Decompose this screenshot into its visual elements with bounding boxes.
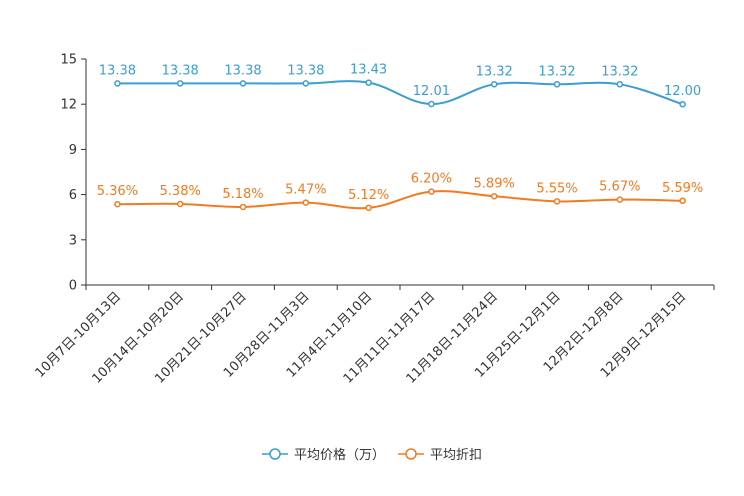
data-label: 5.47% (285, 183, 326, 198)
data-point[interactable] (302, 199, 310, 206)
y-tick-label: 15 (60, 53, 77, 68)
data-point[interactable] (428, 100, 435, 108)
series-layer: 13.38 13.38 13.38 13.38 13.43 12.01 13.32 13.32… (97, 63, 703, 212)
data-point[interactable] (616, 196, 624, 203)
y-tick-label: 12 (60, 98, 77, 113)
y-tick-label: 9 (69, 143, 77, 158)
data-label: 5.36% (97, 184, 138, 199)
data-label: 13.38 (162, 63, 199, 78)
y-tick-label: 6 (69, 188, 77, 203)
data-point[interactable] (490, 193, 498, 200)
legend-item-1[interactable]: 平均折扣 (398, 448, 482, 463)
series-1: 5.36% 5.38% 5.18% 5.47% 5.12% 6.20% 5.89% 5.55%… (97, 172, 703, 212)
data-point[interactable] (176, 200, 184, 208)
data-point[interactable] (679, 100, 686, 108)
data-label: 6.20% (411, 172, 452, 187)
legend-item-0[interactable]: 平均价格（万） (262, 447, 385, 463)
data-label: 13.32 (476, 64, 513, 79)
data-point[interactable] (302, 80, 310, 87)
data-point[interactable] (616, 81, 624, 88)
data-label: 5.38% (160, 184, 201, 199)
data-label: 5.59% (662, 181, 703, 196)
data-point[interactable] (553, 198, 561, 205)
series-line (117, 80, 683, 106)
legend-label: 平均价格（万） (294, 447, 385, 463)
series-line (117, 190, 683, 210)
data-point[interactable] (428, 188, 435, 195)
data-point[interactable] (239, 203, 247, 211)
data-point[interactable] (114, 200, 121, 208)
data-label: 13.38 (287, 63, 324, 78)
legend-marker-icon (269, 448, 281, 460)
data-point[interactable] (365, 79, 372, 86)
data-point[interactable] (679, 197, 686, 205)
data-label: 13.38 (99, 63, 136, 78)
data-label: 13.32 (601, 64, 638, 79)
y-tick-label: 3 (69, 233, 77, 248)
series-0: 13.38 13.38 13.38 13.38 13.43 12.01 13.32 13.32… (99, 63, 701, 108)
data-point[interactable] (114, 80, 121, 87)
data-label: 5.12% (348, 188, 389, 203)
legend-marker-icon (405, 448, 417, 460)
data-point[interactable] (239, 80, 247, 87)
data-label: 5.18% (222, 187, 263, 202)
data-label: 13.38 (224, 63, 261, 78)
data-point[interactable] (176, 80, 184, 87)
data-label: 13.32 (538, 64, 575, 79)
data-point[interactable] (553, 81, 561, 88)
data-label: 13.43 (350, 63, 387, 78)
legend[interactable]: 平均价格（万） 平均折扣 (262, 447, 482, 463)
data-point[interactable] (490, 81, 498, 88)
data-label: 12.00 (664, 84, 701, 99)
legend-label: 平均折扣 (430, 448, 482, 463)
y-tick-label: 0 (69, 279, 77, 294)
data-point[interactable] (365, 204, 372, 212)
data-label: 12.01 (413, 84, 450, 99)
data-label: 5.67% (599, 180, 640, 195)
data-label: 5.55% (536, 181, 577, 196)
axes: 0369121510月7日-10月13日10月14日-10月20日10月21日-… (33, 53, 715, 387)
data-label: 5.89% (474, 176, 515, 191)
